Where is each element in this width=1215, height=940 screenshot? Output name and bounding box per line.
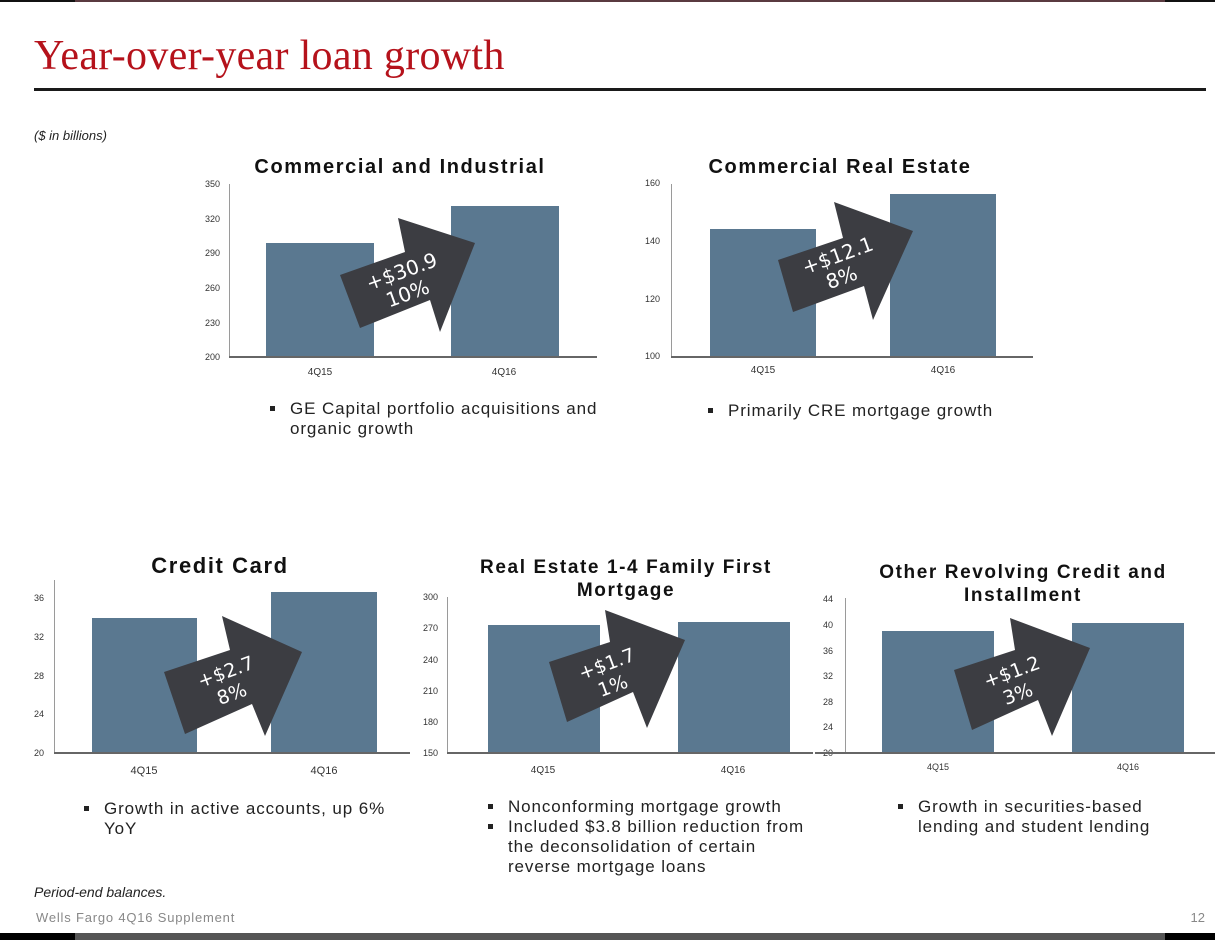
y-tick: 240	[422, 655, 438, 665]
x-label: 4Q16	[720, 765, 746, 776]
x-label: 4Q15	[926, 762, 950, 772]
y-axis	[447, 597, 448, 753]
x-label: 4Q15	[530, 765, 556, 776]
y-axis	[229, 184, 230, 357]
x-axis	[229, 356, 597, 358]
y-tick: 200	[204, 352, 220, 362]
chart-title: Commercial and Industrial	[254, 156, 546, 178]
bottom-border-left	[0, 933, 75, 940]
bullet-item: Growth in active accounts, up 6% YoY	[82, 799, 412, 839]
growth-arrow-icon: +$12.1 8%	[778, 202, 913, 320]
y-axis	[671, 184, 672, 357]
y-tick: 150	[422, 748, 438, 758]
x-label: 4Q15	[130, 765, 158, 777]
growth-arrow-icon: +$30.9 10%	[340, 218, 475, 332]
growth-arrow-icon: +$2.7 8%	[164, 616, 302, 736]
page-title: Year-over-year loan growth	[34, 33, 505, 79]
bullet-item: Nonconforming mortgage growth	[486, 797, 816, 817]
x-axis	[671, 356, 1033, 358]
top-border-left	[0, 0, 75, 2]
footer-text: Wells Fargo 4Q16 Supplement	[36, 910, 236, 925]
y-tick: 140	[644, 236, 660, 246]
x-axis	[815, 752, 1215, 754]
growth-arrow-icon: +$1.7 1%	[549, 610, 685, 728]
y-tick: 32	[822, 671, 833, 681]
y-tick: 160	[644, 178, 660, 188]
bullet-list: Primarily CRE mortgage growth	[706, 401, 1046, 421]
y-tick: 120	[644, 294, 660, 304]
bullet-item: Primarily CRE mortgage growth	[706, 401, 1046, 421]
y-axis	[845, 598, 846, 753]
y-tick: 320	[204, 214, 220, 224]
y-tick: 20	[33, 748, 44, 758]
bottom-border	[75, 933, 1165, 940]
y-tick: 28	[33, 671, 44, 681]
title-divider	[34, 88, 1206, 91]
bar-4q16	[890, 194, 996, 357]
page-number: 12	[1190, 910, 1205, 925]
chart-title: Other Revolving Credit and Installment	[879, 562, 1167, 606]
x-axis	[54, 752, 410, 754]
y-tick: 350	[204, 179, 220, 189]
y-tick: 36	[33, 593, 44, 603]
bar-4q16	[1072, 623, 1184, 753]
units-note: ($ in billions)	[34, 128, 107, 143]
bar-4q16	[451, 206, 559, 357]
y-tick: 44	[822, 594, 833, 604]
chart-title: Credit Card	[151, 553, 289, 578]
y-tick: 36	[822, 646, 833, 656]
y-tick: 230	[204, 318, 220, 328]
x-label: 4Q16	[310, 765, 338, 777]
top-border	[75, 0, 1165, 2]
y-tick: 24	[822, 722, 833, 732]
bullet-list: Growth in securities-based lending and s…	[896, 797, 1196, 837]
growth-arrow-icon: +$1.2 3%	[954, 618, 1090, 736]
x-label: 4Q16	[1116, 762, 1140, 772]
bullet-list: GE Capital portfolio acquisitions and or…	[268, 399, 598, 439]
chart-title: Real Estate 1-4 Family First Mortgage	[480, 557, 772, 601]
y-tick: 210	[422, 686, 438, 696]
bullet-item: Growth in securities-based lending and s…	[896, 797, 1196, 837]
chart-title: Commercial Real Estate	[708, 156, 972, 178]
bar-4q16	[678, 622, 790, 753]
y-tick: 270	[422, 623, 438, 633]
y-tick: 32	[33, 632, 44, 642]
y-tick: 40	[822, 620, 833, 630]
footnote: Period-end balances.	[34, 884, 167, 900]
y-tick: 28	[822, 697, 833, 707]
bullet-item: GE Capital portfolio acquisitions and or…	[268, 399, 598, 439]
top-border-right	[1165, 0, 1215, 2]
bullet-list: Growth in active accounts, up 6% YoY	[82, 799, 412, 839]
bullet-list: Nonconforming mortgage growth Included $…	[486, 797, 816, 877]
x-label: 4Q16	[930, 365, 956, 376]
x-label: 4Q16	[491, 367, 517, 378]
bottom-border-right	[1165, 933, 1215, 940]
y-tick: 180	[422, 717, 438, 727]
y-tick: 100	[644, 351, 660, 361]
x-axis	[447, 752, 813, 754]
y-tick: 24	[33, 709, 44, 719]
y-axis	[54, 580, 55, 754]
x-label: 4Q15	[750, 365, 776, 376]
bullet-item: Included $3.8 billion reduction from the…	[486, 817, 816, 877]
y-tick: 290	[204, 248, 220, 258]
x-label: 4Q15	[307, 367, 333, 378]
y-tick: 260	[204, 283, 220, 293]
y-tick: 300	[422, 592, 438, 602]
